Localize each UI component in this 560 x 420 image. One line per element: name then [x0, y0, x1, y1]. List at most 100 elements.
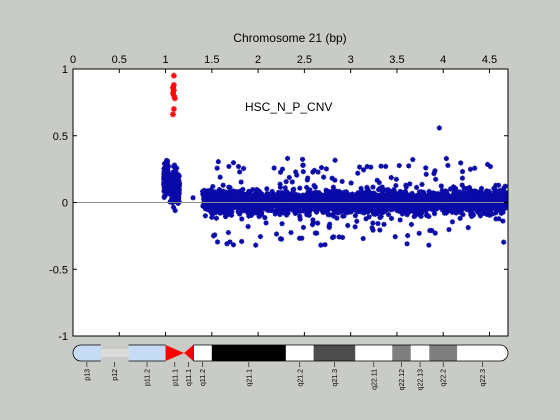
data-point [419, 181, 425, 188]
data-point [163, 164, 169, 170]
data-point [281, 190, 288, 196]
data-point [379, 184, 385, 190]
data-point [416, 212, 423, 218]
x-tick-label: 3.5 [389, 54, 404, 66]
data-point [294, 196, 300, 202]
data-point [376, 179, 382, 186]
data-point [424, 201, 430, 207]
data-point [314, 194, 320, 200]
data-point [209, 211, 216, 218]
chromosome-ideogram [72, 344, 509, 362]
data-point [420, 195, 427, 201]
data-point [269, 194, 275, 201]
data-point [380, 209, 387, 215]
data-point [190, 195, 196, 201]
data-point [299, 235, 305, 241]
data-point [447, 186, 454, 192]
data-point [238, 188, 245, 194]
data-point [331, 234, 337, 240]
data-point [428, 204, 434, 210]
data-point [392, 234, 398, 240]
data-point [425, 204, 431, 210]
data-point [225, 229, 231, 236]
data-point [422, 208, 429, 214]
data-point [475, 189, 481, 195]
data-point [418, 192, 424, 198]
data-point [243, 206, 249, 212]
data-point [214, 239, 221, 245]
data-point [477, 213, 484, 219]
data-point [242, 203, 248, 210]
data-point [239, 216, 245, 222]
data-point [318, 242, 324, 248]
data-point [370, 198, 377, 205]
data-point [214, 194, 220, 200]
data-point [383, 163, 389, 170]
data-point [330, 184, 336, 190]
data-point [371, 195, 377, 201]
data-point [296, 205, 302, 211]
data-point [273, 231, 280, 237]
data-point [343, 203, 350, 209]
data-point [457, 215, 463, 221]
data-point [225, 197, 231, 204]
ideogram-band [211, 345, 286, 361]
data-point [172, 168, 178, 174]
data-point [291, 186, 297, 192]
ideogram-band-labels: p13 p12 p11.2 p11.1 q11.1 q11.2 q21.1 q21.2 q21.… [84, 362, 487, 390]
data-point [459, 201, 466, 208]
data-point [235, 163, 242, 170]
data-point [247, 207, 253, 213]
data-point [464, 185, 470, 192]
data-point [388, 174, 394, 181]
ideogram-band [165, 345, 185, 361]
data-point [222, 214, 229, 220]
data-point [226, 184, 232, 190]
data-point [355, 170, 361, 176]
data-point [168, 196, 175, 202]
data-point [487, 208, 493, 214]
data-point [272, 209, 278, 215]
data-point [492, 188, 499, 195]
data-point [168, 184, 174, 190]
data-point [226, 209, 232, 215]
data-point [339, 178, 345, 185]
data-point [377, 192, 384, 198]
data-point [323, 166, 330, 172]
highlight-point [170, 92, 177, 99]
data-point [288, 229, 294, 236]
data-point [278, 198, 284, 204]
data-point [204, 190, 210, 196]
data-point [383, 187, 389, 193]
data-point [385, 211, 392, 218]
data-point [433, 194, 439, 200]
data-point [297, 185, 303, 191]
data-point [286, 195, 292, 201]
data-point [363, 216, 369, 222]
data-point [344, 210, 350, 216]
highlight-point [170, 106, 177, 113]
data-point [319, 192, 325, 198]
data-point [422, 205, 428, 211]
data-point [385, 206, 391, 212]
data-point [476, 201, 482, 207]
highlight-point [169, 84, 176, 91]
data-point [459, 168, 466, 175]
data-point [466, 184, 473, 191]
data-point [277, 211, 283, 218]
data-point [405, 201, 411, 207]
data-point [214, 165, 220, 171]
data-point [374, 205, 381, 211]
data-point [354, 218, 360, 224]
highlight-point [170, 87, 177, 94]
data-point [410, 156, 416, 163]
data-point [291, 204, 298, 210]
data-point [294, 172, 300, 178]
data-point [377, 214, 383, 221]
data-point [394, 207, 400, 214]
data-point [470, 212, 476, 218]
data-point [364, 205, 370, 211]
data-point [500, 218, 506, 224]
data-point [482, 198, 489, 205]
data-point [169, 188, 176, 195]
